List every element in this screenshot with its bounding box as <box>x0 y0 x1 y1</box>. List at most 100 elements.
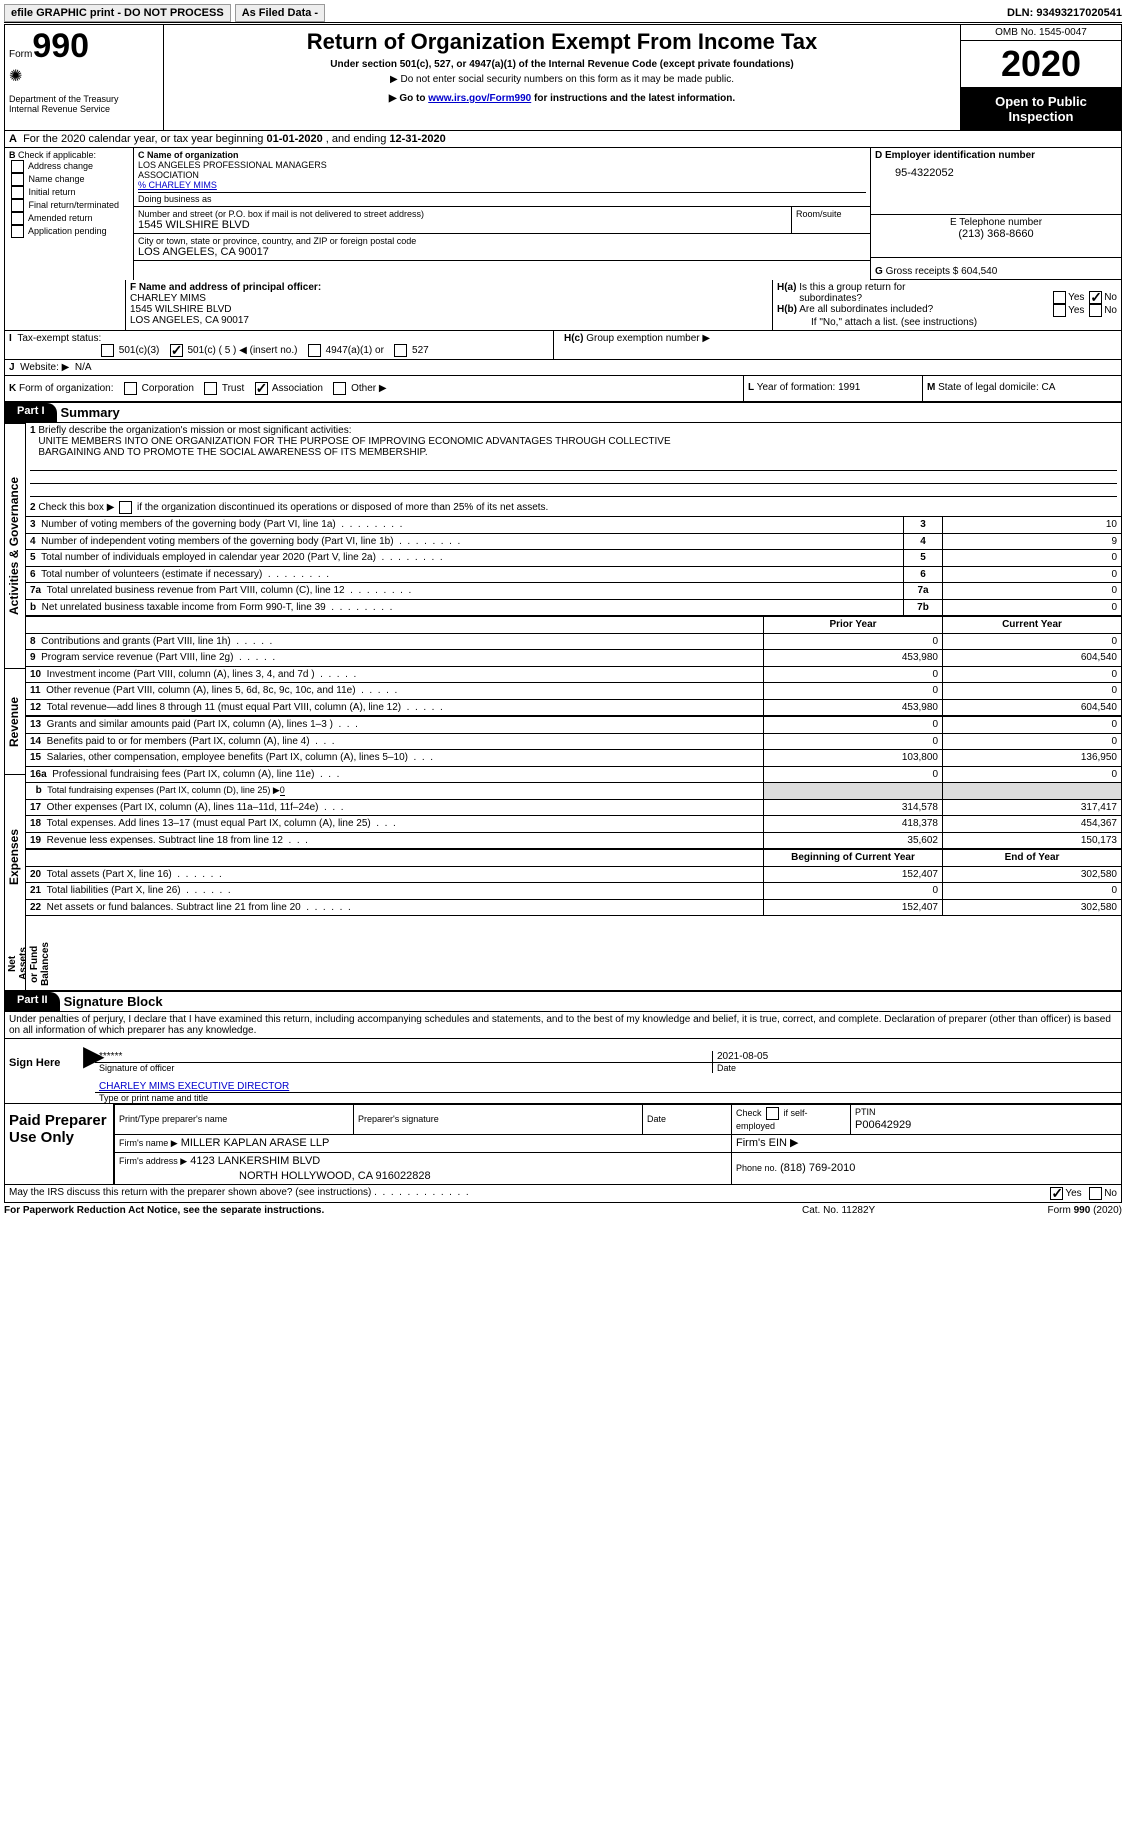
501c-checkbox[interactable] <box>170 344 183 357</box>
table-row: 21 Total liabilities (Part X, line 26) .… <box>26 883 1121 900</box>
part-i-header: Part I Summary <box>4 402 1122 423</box>
addr-change-checkbox[interactable] <box>11 160 24 173</box>
expense-table: 13 Grants and similar amounts paid (Part… <box>26 716 1121 849</box>
discuss-line: May the IRS discuss this return with the… <box>4 1185 1122 1203</box>
preparer-phone: (818) 769-2010 <box>780 1162 855 1174</box>
part-ii-header: Part II Signature Block <box>4 991 1122 1011</box>
phone-value: (213) 368-8660 <box>875 228 1117 240</box>
box-deg: D Employer identification number 95-4322… <box>870 148 1121 280</box>
room-suite: Room/suite <box>791 207 870 233</box>
line-i: I Tax-exempt status: 501(c)(3) 501(c) ( … <box>4 331 1122 360</box>
exp-rows: 13 Grants and similar amounts paid (Part… <box>26 717 1121 849</box>
page-footer: For Paperwork Reduction Act Notice, see … <box>4 1203 1122 1216</box>
paid-preparer-label: Paid Preparer Use Only <box>5 1104 113 1185</box>
self-employed-checkbox[interactable] <box>766 1107 779 1120</box>
rev-rows: 8 Contributions and grants (Part VIII, l… <box>26 633 1121 716</box>
assoc-checkbox[interactable] <box>255 382 268 395</box>
ein-value: 95-4322052 <box>875 161 1117 179</box>
line-l: L Year of formation: 1991 <box>744 376 923 401</box>
paid-preparer-block: Paid Preparer Use Only Print/Type prepar… <box>4 1104 1122 1186</box>
table-row: 3 Number of voting members of the govern… <box>26 517 1121 534</box>
sign-block: Sign Here ▶ ****** 2021-08-05 Signature … <box>4 1039 1122 1104</box>
table-row: 19 Revenue less expenses. Subtract line … <box>26 832 1121 849</box>
ein-label: D Employer identification number <box>875 150 1035 161</box>
final-return-checkbox[interactable] <box>11 199 24 212</box>
line-m: M State of legal domicile: CA <box>923 376 1121 401</box>
corp-checkbox[interactable] <box>124 382 137 395</box>
hb-no-checkbox[interactable] <box>1089 304 1102 317</box>
form-id-block: Form990 ✺ Department of the Treasury Int… <box>5 25 164 130</box>
sign-here-label: Sign Here <box>5 1039 83 1103</box>
table-row: b Net unrelated business taxable income … <box>26 599 1121 616</box>
as-filed-button[interactable]: As Filed Data - <box>235 4 325 22</box>
hb-yes-checkbox[interactable] <box>1053 304 1066 317</box>
discuss-yes-checkbox[interactable] <box>1050 1187 1063 1200</box>
revenue-table: Prior YearCurrent Year 8 Contributions a… <box>26 616 1121 716</box>
line-j: J Website: ▶ N/A <box>4 360 1122 376</box>
form-title: Return of Organization Exempt From Incom… <box>168 29 956 55</box>
ha-yes-checkbox[interactable] <box>1053 291 1066 304</box>
top-bar: efile GRAPHIC print - DO NOT PROCESS As … <box>4 4 1122 23</box>
box-f: F Name and address of principal officer:… <box>126 280 773 330</box>
form-number: 990 <box>32 27 89 65</box>
form-page: Form 990 (2020) <box>982 1205 1122 1216</box>
501c3-checkbox[interactable] <box>101 344 114 357</box>
entity-block: B Check if applicable: Address change Na… <box>4 148 1122 280</box>
gov-rows: 3 Number of voting members of the govern… <box>26 517 1121 616</box>
table-row: 10 Investment income (Part VIII, column … <box>26 666 1121 683</box>
table-row: 18 Total expenses. Add lines 13–17 (must… <box>26 816 1121 833</box>
4947-checkbox[interactable] <box>308 344 321 357</box>
efile-print-button[interactable]: efile GRAPHIC print - DO NOT PROCESS <box>4 4 231 22</box>
table-row: 22 Net assets or fund balances. Subtract… <box>26 899 1121 916</box>
table-row: 14 Benefits paid to or for members (Part… <box>26 733 1121 750</box>
paid-preparer-fields: Print/Type preparer's name Preparer's si… <box>113 1104 1121 1185</box>
phone-label: E Telephone number <box>875 217 1117 228</box>
year-block: OMB No. 1545-0047 2020 Open to Public In… <box>960 25 1121 130</box>
care-of-link[interactable]: % CHARLEY MIMS <box>138 180 217 190</box>
line2-checkbox[interactable] <box>119 501 132 514</box>
omb-number: OMB No. 1545-0047 <box>961 25 1121 41</box>
app-pending-checkbox[interactable] <box>11 225 24 238</box>
table-row: 4 Number of independent voting members o… <box>26 533 1121 550</box>
section-labels: Activities & Governance Revenue Expenses… <box>5 423 26 990</box>
527-checkbox[interactable] <box>394 344 407 357</box>
table-row: 8 Contributions and grants (Part VIII, l… <box>26 633 1121 650</box>
line-klm: K Form of organization: Corporation Trus… <box>4 376 1122 402</box>
firm-name: MILLER KAPLAN ARASE LLP <box>181 1137 330 1149</box>
table-row: 17 Other expenses (Part IX, column (A), … <box>26 799 1121 816</box>
net-rows: 20 Total assets (Part X, line 16) . . . … <box>26 866 1121 916</box>
ptin-value: P00642929 <box>855 1119 911 1131</box>
open-public: Open to Public Inspection <box>961 88 1121 130</box>
ha-no-checkbox[interactable] <box>1089 291 1102 304</box>
line-a: A For the 2020 calendar year, or tax yea… <box>4 131 1122 148</box>
sign-date: 2021-08-05 <box>713 1051 1121 1062</box>
box-h: H(a) Is this a group return for subordin… <box>773 280 1121 330</box>
table-row: 20 Total assets (Part X, line 16) . . . … <box>26 866 1121 883</box>
line-1: 1 Briefly describe the organization's mi… <box>26 423 1121 499</box>
table-row: 16a Professional fundraising fees (Part … <box>26 766 1121 783</box>
other-checkbox[interactable] <box>333 382 346 395</box>
discuss-no-checkbox[interactable] <box>1089 1187 1102 1200</box>
initial-return-checkbox[interactable] <box>11 186 24 199</box>
f-h-block: F Name and address of principal officer:… <box>4 280 1122 331</box>
table-row: b Total fundraising expenses (Part IX, c… <box>26 783 1121 800</box>
officer-name-link[interactable]: CHARLEY MIMS EXECUTIVE DIRECTOR <box>99 1081 289 1092</box>
amended-checkbox[interactable] <box>11 212 24 225</box>
table-row: 15 Salaries, other compensation, employe… <box>26 750 1121 767</box>
form-title-block: Return of Organization Exempt From Incom… <box>164 25 960 130</box>
name-change-checkbox[interactable] <box>11 173 24 186</box>
table-row: 12 Total revenue—add lines 8 through 11 … <box>26 699 1121 716</box>
table-row: 9 Program service revenue (Part VIII, li… <box>26 650 1121 667</box>
trust-checkbox[interactable] <box>204 382 217 395</box>
sign-fields: ****** 2021-08-05 Signature of officer D… <box>95 1039 1121 1103</box>
instructions-link-line: ▶ Go to www.irs.gov/Form990 for instruct… <box>168 93 956 104</box>
line-k: K Form of organization: Corporation Trus… <box>5 376 744 401</box>
tax-year: 2020 <box>961 41 1121 88</box>
dln: DLN: 93493217020541 <box>329 7 1122 19</box>
box-hc: H(c) Group exemption number ▶ <box>554 331 1121 359</box>
sign-arrow-icon: ▶ <box>83 1039 95 1103</box>
instructions-link[interactable]: www.irs.gov/Form990 <box>428 93 531 104</box>
table-row: 5 Total number of individuals employed i… <box>26 550 1121 567</box>
gross-receipts: G Gross receipts $ 604,540 <box>871 258 1121 280</box>
perjury-statement: Under penalties of perjury, I declare th… <box>4 1011 1122 1039</box>
